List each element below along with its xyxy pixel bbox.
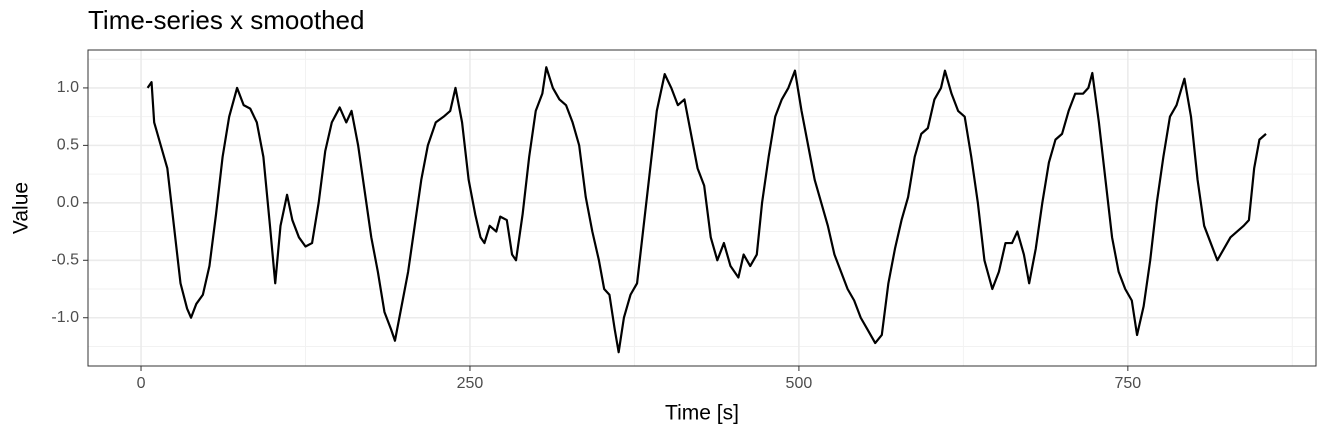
grid bbox=[88, 50, 1316, 366]
x-tick-label: 250 bbox=[457, 375, 484, 392]
y-tick-label: -0.5 bbox=[51, 252, 79, 269]
plot bbox=[146, 66, 1267, 354]
y-tick-label: -1.0 bbox=[51, 309, 79, 326]
x-tick-label: 750 bbox=[1114, 375, 1141, 392]
x-tick-label: 0 bbox=[137, 375, 146, 392]
x-tick-label: 500 bbox=[786, 375, 813, 392]
panel-border bbox=[87, 49, 1317, 367]
x-axis-label: Time [s] bbox=[665, 402, 739, 425]
y-axis-label: Value bbox=[10, 182, 33, 234]
y-tick-label: 1.0 bbox=[57, 79, 79, 96]
data-line bbox=[146, 66, 1267, 354]
y-tick-label: 0.5 bbox=[57, 137, 79, 154]
chart-title: Time-series x smoothed bbox=[88, 5, 364, 35]
y-tick-label: 0.0 bbox=[57, 194, 79, 211]
